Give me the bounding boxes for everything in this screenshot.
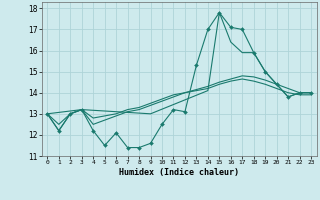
X-axis label: Humidex (Indice chaleur): Humidex (Indice chaleur) [119,168,239,177]
